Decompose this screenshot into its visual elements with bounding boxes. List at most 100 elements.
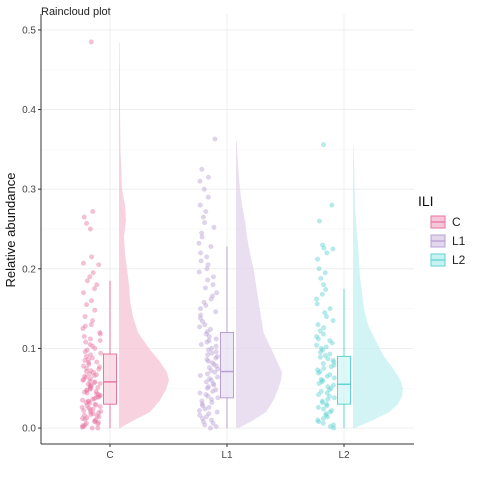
data-point-l2	[324, 373, 330, 379]
data-point-l1	[208, 243, 214, 249]
data-point-c	[81, 408, 87, 414]
data-point-l1	[213, 309, 219, 315]
data-point-l2	[316, 266, 322, 272]
data-point-l1	[206, 338, 212, 344]
data-point-l2	[323, 412, 329, 418]
x-tick-label: L2	[338, 450, 350, 461]
data-point-l1	[197, 178, 203, 184]
data-point-l2	[314, 301, 320, 307]
data-point-l2	[329, 340, 335, 346]
data-point-c	[97, 404, 103, 410]
data-point-l2	[327, 409, 333, 415]
data-point-l2	[325, 396, 331, 402]
data-point-l1	[198, 258, 204, 264]
data-point-c	[97, 330, 103, 336]
data-point-l1	[199, 166, 205, 172]
data-point-l1	[208, 417, 214, 423]
data-point-l2	[324, 390, 330, 396]
data-point-c	[89, 343, 95, 349]
data-point-c	[97, 392, 103, 398]
data-point-l1	[210, 282, 216, 288]
data-point-l2	[315, 336, 321, 342]
data-point-l1	[204, 371, 210, 377]
data-point-c	[84, 415, 90, 421]
data-point-l1	[197, 306, 203, 312]
data-point-l1	[208, 396, 214, 402]
data-point-l2	[320, 420, 326, 426]
data-point-l2	[320, 242, 326, 248]
data-point-c	[82, 349, 88, 355]
data-point-c	[79, 404, 85, 410]
data-point-l1	[209, 360, 215, 366]
data-point-l1	[210, 381, 216, 387]
jitter-points	[79, 39, 337, 431]
data-point-l2	[327, 306, 333, 312]
data-point-c	[92, 307, 98, 313]
data-point-l1	[196, 408, 202, 414]
data-point-c	[81, 424, 87, 430]
data-point-c	[92, 417, 98, 423]
data-point-l1	[205, 393, 211, 399]
data-point-l2	[316, 381, 322, 387]
data-point-c	[84, 390, 90, 396]
data-point-l2	[322, 270, 328, 276]
data-point-c	[94, 413, 100, 419]
data-point-l1	[208, 368, 214, 374]
y-tick-label: 0.3	[22, 185, 36, 196]
data-point-c	[83, 388, 89, 394]
data-point-c	[88, 368, 94, 374]
data-point-c	[87, 371, 93, 377]
data-point-l1	[211, 361, 217, 367]
y-tick-label: 0.4	[22, 105, 36, 116]
data-point-l1	[205, 174, 211, 180]
data-point-c	[83, 365, 89, 371]
data-point-l2	[324, 314, 330, 320]
data-point-l2	[318, 388, 324, 394]
data-point-c	[88, 383, 94, 389]
box-c	[103, 353, 117, 405]
data-point-l1	[205, 262, 211, 268]
data-point-l2	[331, 382, 337, 388]
legend: ILI C L1 L2	[418, 193, 466, 267]
data-point-c	[96, 262, 102, 268]
data-point-c	[91, 373, 97, 379]
data-point-c	[94, 391, 100, 397]
data-point-c	[97, 381, 103, 387]
data-point-l1	[207, 425, 213, 431]
data-point-l1	[205, 277, 211, 283]
data-point-c	[88, 322, 94, 328]
data-point-c	[87, 382, 93, 388]
data-point-c	[87, 274, 93, 280]
data-point-c	[84, 403, 90, 409]
data-point-l1	[204, 266, 210, 272]
data-point-l1	[197, 373, 203, 379]
data-point-l1	[204, 385, 210, 391]
data-point-l1	[199, 318, 205, 324]
data-point-l1	[204, 357, 210, 363]
boxplots	[103, 246, 351, 429]
data-point-l1	[208, 377, 214, 383]
data-point-l2	[318, 377, 324, 383]
data-point-c	[95, 425, 101, 431]
data-point-l2	[314, 342, 320, 348]
data-point-l2	[322, 310, 328, 316]
data-point-l2	[321, 282, 327, 288]
data-point-l2	[321, 142, 327, 148]
data-point-l2	[321, 365, 327, 371]
data-point-l1	[203, 208, 209, 214]
data-point-c	[90, 208, 96, 214]
data-point-l2	[316, 419, 322, 425]
data-point-c	[86, 360, 92, 366]
data-point-c	[79, 416, 85, 422]
data-point-l2	[327, 372, 333, 378]
data-point-l1	[205, 358, 211, 364]
data-point-l2	[320, 361, 326, 367]
box-l2	[337, 355, 351, 405]
data-point-l1	[203, 392, 209, 398]
data-point-l2	[328, 385, 334, 391]
y-tick-label: 0.5	[22, 25, 36, 36]
y-tick-label: 0.1	[22, 344, 36, 355]
data-point-c	[92, 379, 98, 385]
data-point-l2	[315, 367, 321, 373]
data-point-l2	[319, 379, 325, 385]
